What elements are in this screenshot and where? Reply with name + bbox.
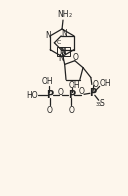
Text: N: N xyxy=(58,54,64,63)
Text: O: O xyxy=(58,88,63,97)
Text: C: C xyxy=(57,40,61,45)
Text: P: P xyxy=(68,90,75,100)
Text: O: O xyxy=(73,53,79,62)
Text: OH: OH xyxy=(100,79,111,88)
Text: HO: HO xyxy=(26,91,38,100)
Text: 35: 35 xyxy=(96,102,102,107)
Text: N: N xyxy=(59,47,65,56)
Text: 2: 2 xyxy=(68,13,71,18)
Text: N: N xyxy=(61,29,67,38)
Text: NH: NH xyxy=(57,10,69,19)
Text: N: N xyxy=(60,47,66,56)
Text: S: S xyxy=(99,99,104,108)
Text: O: O xyxy=(68,106,74,115)
Text: N: N xyxy=(45,31,51,40)
Text: P: P xyxy=(46,90,53,100)
Text: OH: OH xyxy=(42,77,54,86)
Text: O: O xyxy=(47,106,53,115)
Text: P: P xyxy=(89,88,96,98)
Text: OH: OH xyxy=(68,81,80,90)
Text: O: O xyxy=(79,87,85,96)
Text: O: O xyxy=(93,80,99,89)
Bar xyxy=(57,47,70,56)
